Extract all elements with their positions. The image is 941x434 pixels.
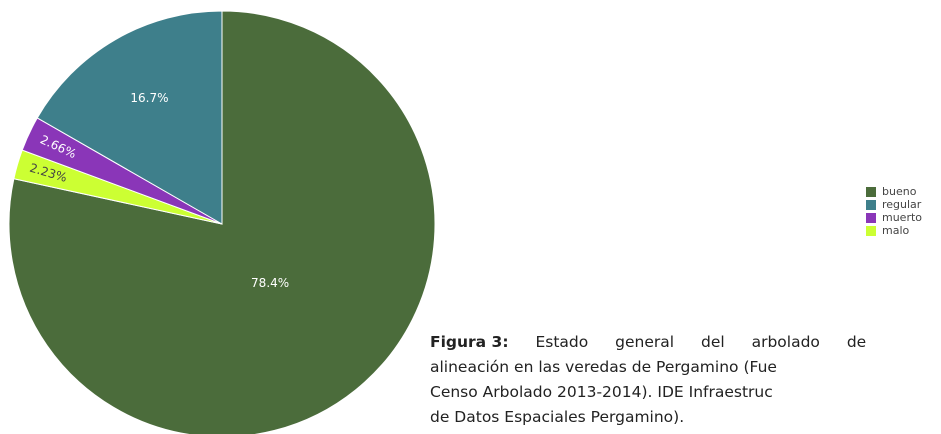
- slice-label: 16.7%: [130, 91, 168, 105]
- legend-label: bueno: [882, 185, 917, 198]
- legend-swatch: [866, 200, 876, 210]
- caption-line: de Datos Espaciales Pergamino).: [430, 408, 685, 426]
- caption-line: Figura 3: Estado general del arbolado de: [430, 333, 941, 351]
- legend-swatch: [866, 187, 876, 197]
- pie-slice: [8, 10, 436, 434]
- legend-swatch: [866, 213, 876, 223]
- legend-label: regular: [882, 198, 922, 211]
- caption-line: alineación en las veredas de Pergamino (…: [430, 358, 777, 376]
- legend-label: muerto: [882, 211, 922, 224]
- slice-label: 78.4%: [251, 276, 289, 290]
- legend-swatch: [866, 226, 876, 236]
- legend-label: malo: [882, 224, 910, 237]
- pie-slice: [36, 10, 223, 225]
- caption-label: Figura 3:: [430, 333, 509, 351]
- caption-line: Censo Arbolado 2013-2014). IDE Infraestr…: [430, 383, 773, 401]
- caption-text: Estado general del arbolado de: [535, 333, 867, 351]
